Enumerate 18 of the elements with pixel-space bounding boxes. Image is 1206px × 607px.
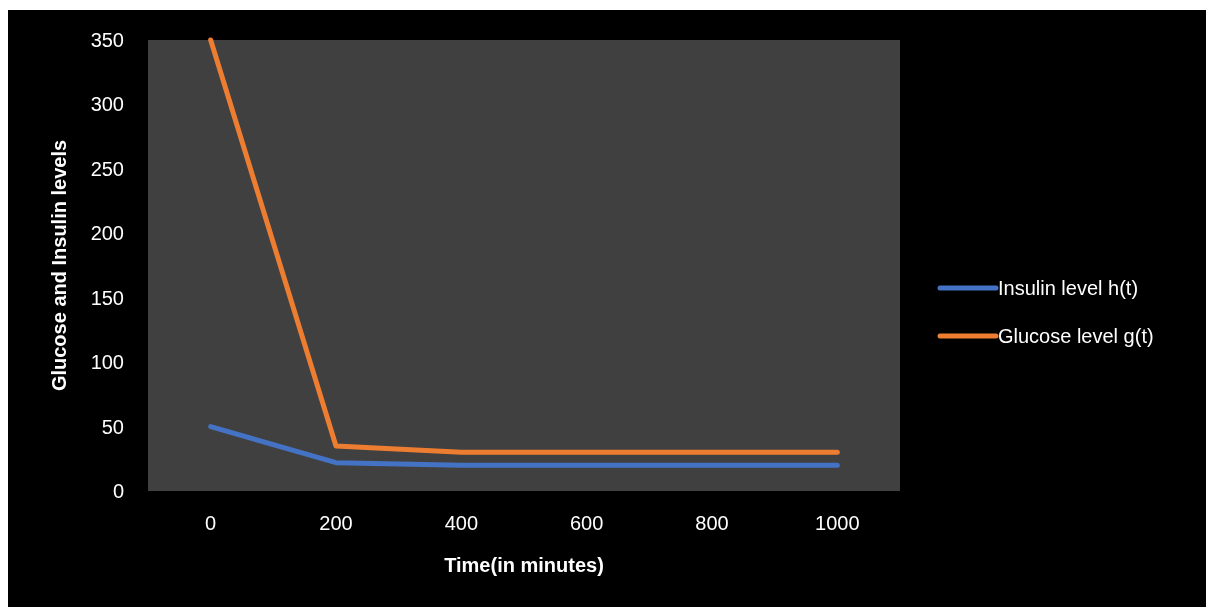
y-tick-label: 150 — [90, 286, 124, 309]
x-tick-label: 400 — [444, 512, 479, 534]
y-tick-label: 250 — [90, 157, 124, 180]
y-tick-label: 200 — [90, 222, 124, 245]
legend-label: Glucose level g(t) — [998, 325, 1154, 347]
x-tick-label: 800 — [695, 512, 729, 534]
y-tick-label: 350 — [90, 29, 124, 51]
x-tick-label: 600 — [569, 512, 604, 534]
y-tick-label: 300 — [90, 93, 124, 116]
legend-label: Insulin level h(t) — [998, 277, 1139, 299]
y-axis-title: Glucose and Insulin levels — [48, 139, 70, 392]
x-axis-title: Time(in minutes) — [444, 554, 604, 576]
y-tick-label: 0 — [112, 480, 124, 502]
x-tick-label: 0 — [205, 512, 217, 534]
y-tick-label: 100 — [90, 351, 124, 374]
x-tick-label: 1000 — [815, 512, 860, 534]
y-tick-label: 50 — [101, 415, 124, 438]
x-tick-label: 200 — [319, 512, 353, 534]
